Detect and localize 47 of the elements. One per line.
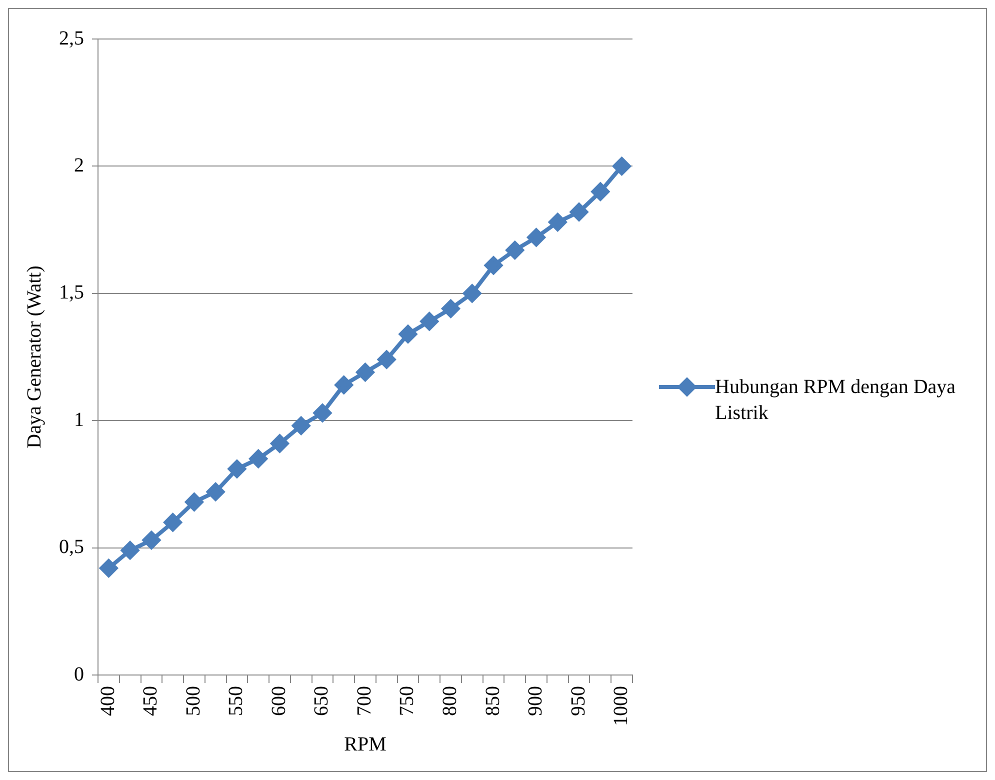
- point: [270, 434, 289, 452]
- point: [249, 450, 268, 468]
- point: [463, 284, 482, 302]
- y-tick-label: 0: [74, 663, 84, 686]
- x-axis-title: RPM: [344, 733, 387, 756]
- x-tick-label: 650: [310, 686, 333, 716]
- point: [570, 202, 588, 221]
- point: [484, 256, 503, 274]
- x-tick-label: 900: [524, 686, 547, 716]
- point: [378, 350, 396, 369]
- y-axis-title: Daya Generator (Watt): [23, 266, 46, 448]
- point: [334, 376, 353, 394]
- x-tick-label: 1000: [610, 686, 632, 726]
- x-tick-label: 700: [353, 686, 376, 716]
- point: [185, 493, 204, 512]
- x-tick-label: 450: [140, 686, 162, 716]
- point: [420, 312, 438, 330]
- point: [100, 559, 118, 578]
- point: [121, 541, 140, 560]
- x-tick-label: 850: [482, 686, 504, 716]
- y-tick-label: 1,5: [59, 282, 84, 304]
- legend-label: Hubungan RPM dengan Daya Listrik: [715, 375, 957, 426]
- x-tick-label: 550: [225, 686, 248, 716]
- point: [442, 300, 460, 318]
- y-tick-label: 2: [74, 154, 84, 176]
- point: [206, 482, 225, 501]
- x-tick-label: 800: [439, 686, 461, 716]
- point: [398, 325, 417, 344]
- point: [527, 228, 546, 246]
- y-tick-label: 1: [74, 408, 84, 431]
- point: [313, 404, 332, 422]
- x-tick-label: 950: [567, 686, 590, 716]
- y-tick-label: 0,5: [59, 536, 84, 558]
- point: [548, 213, 567, 232]
- point: [506, 241, 524, 260]
- x-tick-label: 400: [96, 686, 119, 716]
- point: [591, 182, 610, 201]
- x-tick-label: 500: [182, 686, 204, 716]
- point: [356, 363, 374, 382]
- x-tick-label: 750: [396, 686, 418, 716]
- point: [228, 460, 246, 478]
- x-tick-label: 600: [268, 686, 290, 716]
- y-tick-label: 2,5: [59, 27, 84, 50]
- point: [164, 513, 182, 532]
- point: [612, 157, 631, 176]
- point: [142, 531, 160, 550]
- point: [292, 416, 310, 435]
